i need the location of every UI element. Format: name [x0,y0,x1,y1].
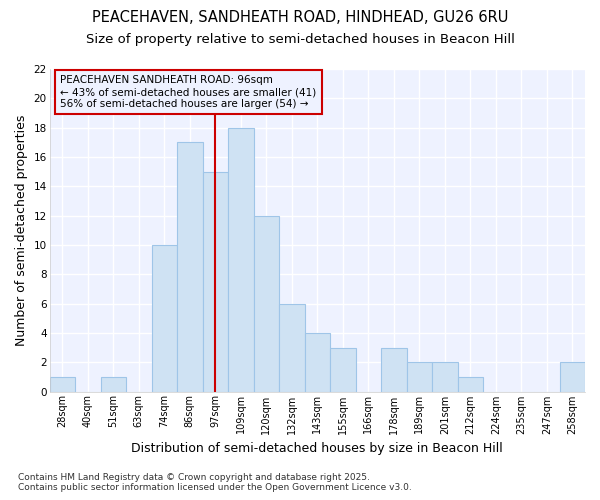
Bar [203,172,228,392]
Text: PEACEHAVEN SANDHEATH ROAD: 96sqm
← 43% of semi-detached houses are smaller (41)
: PEACEHAVEN SANDHEATH ROAD: 96sqm ← 43% o… [60,76,317,108]
Y-axis label: Number of semi-detached properties: Number of semi-detached properties [15,114,28,346]
Bar [228,128,254,392]
X-axis label: Distribution of semi-detached houses by size in Beacon Hill: Distribution of semi-detached houses by … [131,442,503,455]
Bar [381,348,407,392]
Text: PEACEHAVEN, SANDHEATH ROAD, HINDHEAD, GU26 6RU: PEACEHAVEN, SANDHEATH ROAD, HINDHEAD, GU… [92,10,508,25]
Bar [407,362,432,392]
Bar [560,362,585,392]
Bar [279,304,305,392]
Text: Size of property relative to semi-detached houses in Beacon Hill: Size of property relative to semi-detach… [86,32,514,46]
Bar [254,216,279,392]
Text: Contains HM Land Registry data © Crown copyright and database right 2025.
Contai: Contains HM Land Registry data © Crown c… [18,473,412,492]
Bar [330,348,356,392]
Bar [458,377,483,392]
Bar [305,333,330,392]
Bar [152,245,177,392]
Bar [101,377,126,392]
Bar [50,377,75,392]
Bar [432,362,458,392]
Bar [177,142,203,392]
